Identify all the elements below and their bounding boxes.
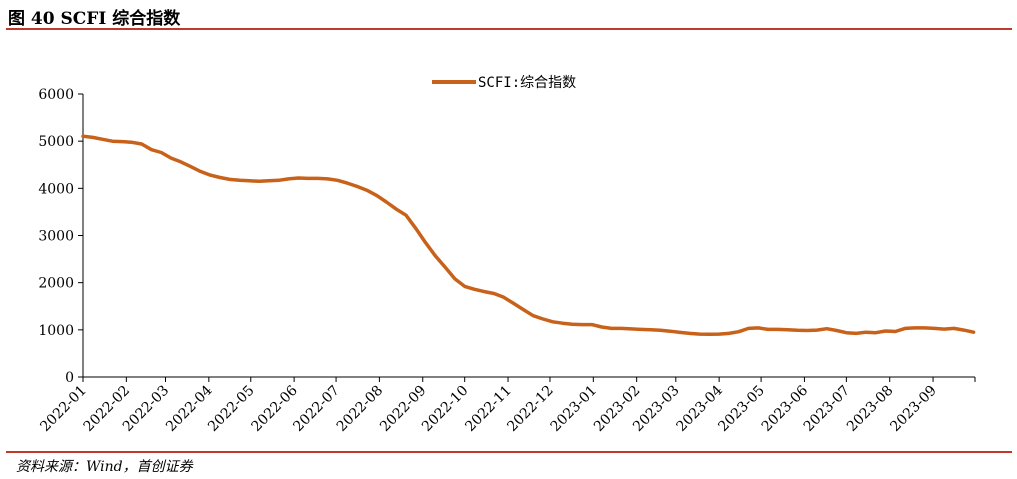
x-tick-label: 2023-09 bbox=[887, 383, 939, 435]
y-tick-label: 1000 bbox=[38, 323, 74, 339]
x-tick-label: 2022-05 bbox=[205, 383, 257, 435]
legend-label: SCFI:综合指数 bbox=[478, 75, 576, 91]
x-tick-label: 2023-08 bbox=[844, 383, 896, 435]
x-tick-label: 2023-07 bbox=[801, 383, 853, 435]
y-tick-label: 2000 bbox=[38, 276, 74, 292]
x-tick-label: 2022-08 bbox=[334, 383, 386, 435]
x-tick-label: 2022-01 bbox=[37, 383, 89, 435]
figure-title: 图 40 SCFI 综合指数 bbox=[8, 9, 181, 29]
x-tick-label: 2022-07 bbox=[290, 383, 342, 435]
y-tick-label: 0 bbox=[65, 370, 74, 386]
x-tick-label: 2023-01 bbox=[548, 383, 600, 435]
bottom-rule bbox=[6, 451, 1012, 453]
source-note: 资料来源：Wind，首创证券 bbox=[16, 459, 193, 475]
x-tick-label: 2022-10 bbox=[419, 383, 471, 435]
y-tick-label: 4000 bbox=[38, 181, 74, 197]
tick-labels: 01000200030004000500060002022-012022-022… bbox=[37, 87, 940, 435]
y-tick-label: 6000 bbox=[38, 87, 74, 103]
legend: SCFI:综合指数 bbox=[432, 75, 576, 91]
top-rule bbox=[6, 28, 1012, 30]
y-tick-label: 5000 bbox=[38, 134, 74, 150]
x-tick-label: 2022-12 bbox=[504, 383, 556, 435]
x-tick-label: 2023-05 bbox=[715, 383, 767, 435]
y-tick-label: 3000 bbox=[38, 229, 74, 245]
series-line-scfi bbox=[81, 134, 976, 337]
axes bbox=[78, 93, 976, 382]
